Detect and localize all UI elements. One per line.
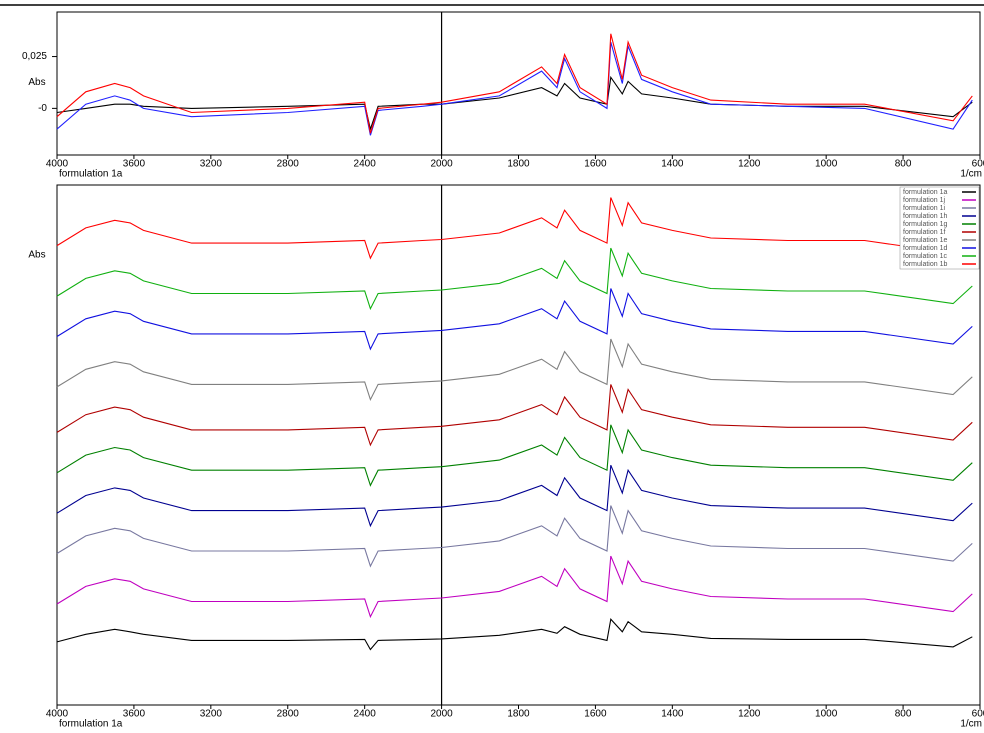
spectrum-line bbox=[56, 33, 973, 134]
x-tick-label: 800 bbox=[895, 159, 912, 170]
spectrum-line bbox=[56, 618, 973, 651]
x-tick-label: 1400 bbox=[661, 159, 684, 170]
y-tick-label: -0 bbox=[38, 103, 47, 114]
y-tick-label: 0,025 bbox=[22, 51, 47, 62]
x-tick-label: 2400 bbox=[354, 159, 377, 170]
x-tick-label: 1800 bbox=[507, 709, 530, 720]
x-axis-unit: 1/cm bbox=[960, 719, 982, 730]
spectrum-line bbox=[56, 41, 973, 136]
y-axis-label: Abs bbox=[28, 77, 45, 88]
legend-label: formulation 1g bbox=[903, 221, 947, 228]
spectrum-line bbox=[56, 384, 973, 447]
x-tick-label: 1200 bbox=[738, 709, 761, 720]
x-tick-label: 1200 bbox=[738, 159, 761, 170]
x-tick-label: 2800 bbox=[277, 159, 300, 170]
panel: 4000 3600 3200 2800 2400 2000 1800 1600 1400 1200… bbox=[28, 184, 984, 730]
legend-label: formulation 1b bbox=[903, 261, 947, 268]
legend-label: formulation 1f bbox=[903, 229, 945, 236]
legend-label: formulation 1a bbox=[903, 189, 947, 196]
spectrum-line bbox=[56, 288, 973, 351]
y-axis-label: Abs bbox=[28, 250, 45, 261]
legend-label: formulation 1d bbox=[903, 245, 947, 252]
x-tick-label: 1000 bbox=[815, 709, 838, 720]
x-tick-label: 3600 bbox=[123, 709, 146, 720]
x-axis-label: formulation 1a bbox=[59, 169, 123, 180]
plot-frame bbox=[56, 184, 981, 706]
x-tick-label: 3600 bbox=[123, 159, 146, 170]
legend-label: formulation 1i bbox=[903, 205, 945, 212]
legend-label: formulation 1h bbox=[903, 213, 947, 220]
x-tick-label: 1000 bbox=[815, 159, 838, 170]
x-tick-label: 2400 bbox=[354, 709, 377, 720]
panel: 4000 3600 3200 2800 2400 2000 1800 1600 1400 1200… bbox=[22, 11, 984, 180]
spectrum-line bbox=[56, 197, 973, 260]
x-tick-label: 3200 bbox=[200, 159, 223, 170]
x-tick-label: 2800 bbox=[277, 709, 300, 720]
x-tick-label: 1400 bbox=[661, 709, 684, 720]
x-tick-label: 1600 bbox=[584, 709, 607, 720]
x-tick-label: 3200 bbox=[200, 709, 223, 720]
spectrum-line bbox=[56, 75, 973, 132]
x-tick-label: 1800 bbox=[507, 159, 530, 170]
x-axis-unit: 1/cm bbox=[960, 169, 982, 180]
plot-frame bbox=[56, 11, 981, 156]
legend-label: formulation 1c bbox=[903, 253, 947, 260]
spectrum-line bbox=[56, 338, 973, 402]
x-tick-label: 600 bbox=[972, 709, 984, 720]
x-tick-label: 800 bbox=[895, 709, 912, 720]
spectrum-line bbox=[56, 464, 973, 528]
spectrum-line bbox=[56, 424, 973, 487]
x-tick-label: 4000 bbox=[46, 709, 69, 720]
x-tick-label: 600 bbox=[972, 159, 984, 170]
legend-label: formulation 1e bbox=[903, 237, 947, 244]
spectrum-line bbox=[56, 505, 973, 568]
x-tick-label: 4000 bbox=[46, 159, 69, 170]
spectrum-line bbox=[56, 247, 973, 311]
x-axis-label: formulation 1a bbox=[59, 719, 123, 730]
spectrum-line bbox=[56, 555, 973, 619]
x-tick-label: 2000 bbox=[430, 709, 453, 720]
x-tick-label: 2000 bbox=[430, 159, 453, 170]
legend-label: formulation 1j bbox=[903, 197, 945, 204]
x-tick-label: 1600 bbox=[584, 159, 607, 170]
